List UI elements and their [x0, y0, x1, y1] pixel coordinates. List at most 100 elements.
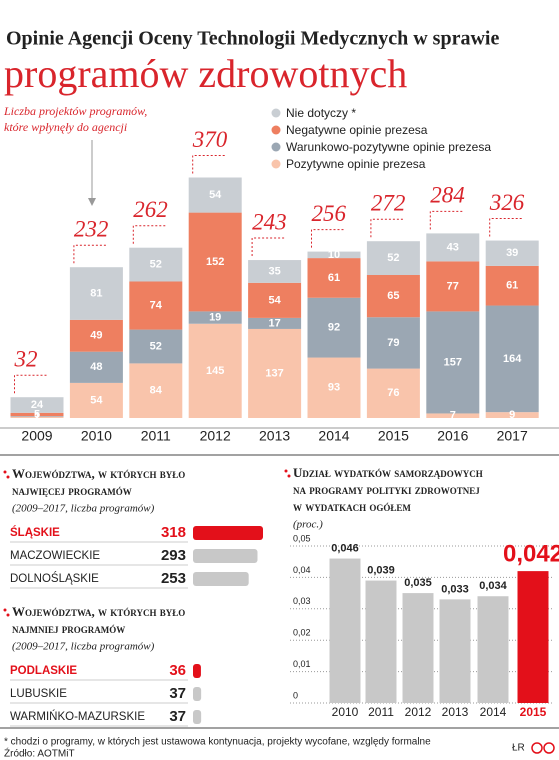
- bar-segment: [485, 305, 539, 413]
- bar-segment: [188, 311, 242, 324]
- value-label: 76: [387, 387, 399, 399]
- total-label: 243: [252, 209, 287, 234]
- bar-segment: [188, 177, 242, 213]
- bar-segment: [129, 329, 183, 364]
- bar: [193, 549, 258, 563]
- value-label: 145: [206, 365, 224, 377]
- annotation: które wpłynęły do agencji: [4, 120, 127, 134]
- bar-segment: [69, 351, 123, 383]
- value-label: 54: [90, 394, 103, 406]
- bar-segment: [129, 281, 183, 330]
- value-label: 84: [150, 385, 163, 397]
- bar-segment: [188, 323, 242, 418]
- total-bracket: [489, 218, 523, 237]
- legend-label: Warunkowo-pozytywne opinie prezesa: [286, 140, 491, 154]
- bar-segment: [426, 261, 480, 312]
- value-label: 5: [34, 408, 40, 420]
- bar-segment: [129, 247, 183, 282]
- value-label: 74: [150, 299, 163, 311]
- section-subtitle: (2009–2017, liczba programów): [12, 641, 155, 653]
- value-label: 0,033: [441, 583, 469, 595]
- row-label: ŚLĄSKIE: [10, 526, 60, 539]
- legend-label: Negatywne opinie prezesa: [286, 123, 428, 137]
- bar-segment: [248, 282, 302, 318]
- total-bracket: [370, 218, 404, 238]
- logo: [543, 742, 555, 754]
- value-label: 52: [387, 252, 399, 264]
- row-label: MACZOWIECKIE: [10, 550, 100, 562]
- row-value: 37: [169, 708, 186, 725]
- value-label: 0,042: [503, 540, 559, 567]
- footnote: * chodzi o programy, w których jest usta…: [4, 737, 431, 748]
- bar: [193, 710, 202, 724]
- bar-segment: [426, 233, 480, 262]
- x-tick-label: 2017: [497, 428, 528, 444]
- bar-segment: [426, 311, 480, 414]
- value-label: 54: [209, 189, 222, 201]
- bar-segment: [248, 328, 302, 418]
- x-tick-label: 2014: [480, 705, 507, 719]
- bar: [365, 580, 397, 703]
- total-label: 326: [489, 190, 525, 215]
- section-marker: [6, 613, 10, 617]
- value-label: 35: [268, 265, 280, 277]
- bar-segment: [69, 382, 123, 418]
- value-label: 48: [90, 361, 102, 373]
- bar-segment: [307, 258, 361, 298]
- value-label: 43: [447, 241, 459, 253]
- bar-segment: [307, 357, 361, 418]
- value-label: 65: [387, 290, 399, 302]
- value-label: 1: [34, 410, 40, 422]
- x-tick-label: 2015: [378, 428, 409, 444]
- bar: [402, 593, 434, 703]
- bar-segment: [10, 416, 64, 418]
- value-label: 152: [206, 256, 224, 268]
- section-title: Udział wydatków samorządowych: [293, 465, 483, 480]
- x-tick-label: 2011: [141, 428, 171, 444]
- row-value: 36: [169, 662, 186, 679]
- y-tick-label: 0: [293, 690, 298, 700]
- value-label: 19: [209, 311, 221, 323]
- bar-segment: [485, 412, 539, 418]
- value-label: 0,034: [479, 580, 507, 592]
- total-bracket: [429, 210, 463, 230]
- bar-segment: [485, 240, 539, 266]
- x-tick-label: 2015: [520, 705, 547, 719]
- total-label: 370: [192, 127, 228, 152]
- bar-segment: [248, 260, 302, 283]
- total-bracket: [311, 229, 344, 248]
- x-tick-label: 2013: [259, 428, 290, 444]
- bar-segment: [129, 363, 183, 418]
- bar-segment: [366, 241, 420, 275]
- section-title: najmniej programów: [12, 621, 125, 636]
- value-label: 137: [265, 367, 283, 379]
- bar: [193, 664, 201, 678]
- x-tick-label: 2013: [442, 705, 469, 719]
- bar-segment: [248, 317, 302, 329]
- bar-segment: [69, 267, 123, 320]
- bar: [193, 526, 263, 540]
- legend-label: Nie dotyczy *: [286, 106, 356, 120]
- row-label: LUBUSKIE: [10, 688, 67, 700]
- bar-segment: [10, 412, 64, 417]
- bar-segment: [426, 413, 480, 418]
- bar-segment: [366, 317, 420, 369]
- bar: [193, 687, 202, 701]
- bar: [477, 596, 509, 703]
- total-label: 32: [14, 346, 38, 371]
- legend-marker: [271, 159, 281, 169]
- total-label: 284: [430, 183, 465, 208]
- row-value: 253: [161, 570, 186, 587]
- value-label: 0,039: [367, 564, 395, 576]
- section-subtitle: (2009–2017, liczba programów): [12, 503, 155, 515]
- section-subtitle: (proc.): [293, 519, 323, 531]
- value-label: 61: [328, 272, 340, 284]
- total-bracket: [73, 244, 107, 264]
- x-tick-label: 2014: [318, 428, 349, 444]
- bar-segment: [69, 319, 123, 352]
- bar-segment: [366, 368, 420, 418]
- total-bracket: [251, 237, 285, 257]
- value-label: 52: [150, 259, 162, 271]
- total-label: 262: [133, 197, 168, 222]
